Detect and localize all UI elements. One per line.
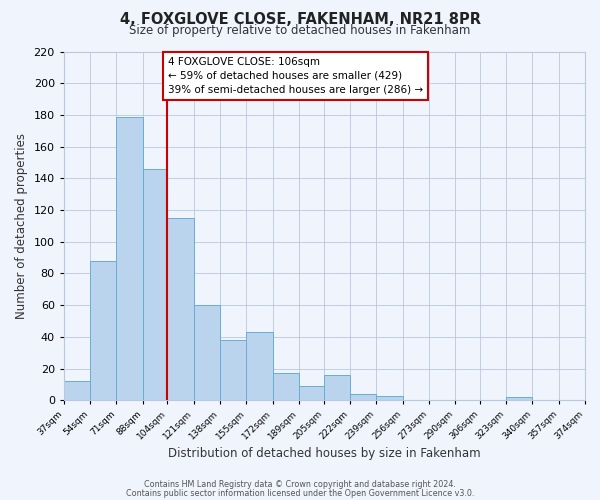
X-axis label: Distribution of detached houses by size in Fakenham: Distribution of detached houses by size … bbox=[168, 447, 481, 460]
Bar bbox=[194, 305, 220, 400]
Bar bbox=[272, 374, 299, 400]
Bar bbox=[376, 396, 403, 400]
Bar bbox=[167, 218, 194, 400]
Bar bbox=[350, 394, 376, 400]
Bar bbox=[323, 375, 350, 400]
Bar bbox=[143, 169, 167, 400]
Text: Contains public sector information licensed under the Open Government Licence v3: Contains public sector information licen… bbox=[126, 488, 474, 498]
Bar bbox=[506, 397, 532, 400]
Bar bbox=[90, 261, 116, 400]
Bar bbox=[116, 116, 143, 401]
Text: Size of property relative to detached houses in Fakenham: Size of property relative to detached ho… bbox=[130, 24, 470, 37]
Text: 4, FOXGLOVE CLOSE, FAKENHAM, NR21 8PR: 4, FOXGLOVE CLOSE, FAKENHAM, NR21 8PR bbox=[119, 12, 481, 28]
Bar bbox=[299, 386, 323, 400]
Text: Contains HM Land Registry data © Crown copyright and database right 2024.: Contains HM Land Registry data © Crown c… bbox=[144, 480, 456, 489]
Text: 4 FOXGLOVE CLOSE: 106sqm
← 59% of detached houses are smaller (429)
39% of semi-: 4 FOXGLOVE CLOSE: 106sqm ← 59% of detach… bbox=[168, 56, 423, 94]
Y-axis label: Number of detached properties: Number of detached properties bbox=[15, 133, 28, 319]
Bar bbox=[247, 332, 272, 400]
Bar bbox=[220, 340, 247, 400]
Bar bbox=[64, 382, 90, 400]
